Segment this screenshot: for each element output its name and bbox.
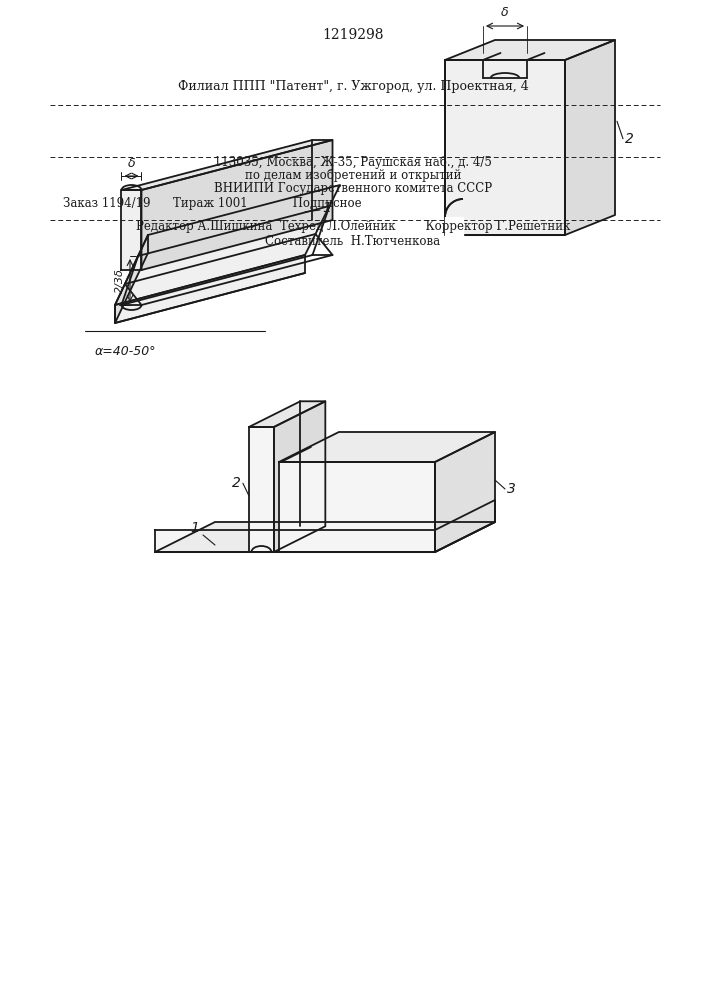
Polygon shape (445, 217, 463, 237)
Text: ВНИИПИ Государственного комитета СССР: ВНИИПИ Государственного комитета СССР (214, 182, 492, 195)
Text: Филиал ППП "Патент", г. Ужгород, ул. Проектная, 4: Филиал ППП "Патент", г. Ужгород, ул. Про… (177, 80, 528, 93)
Polygon shape (445, 40, 615, 60)
Text: Заказ 1194/19      Тираж 1001            Подписное: Заказ 1194/19 Тираж 1001 Подписное (63, 197, 361, 210)
Text: 113035, Москва, Ж-35, Раушская наб., д. 4/5: 113035, Москва, Ж-35, Раушская наб., д. … (214, 155, 492, 169)
Polygon shape (445, 60, 565, 235)
Polygon shape (115, 255, 305, 323)
Polygon shape (435, 500, 495, 552)
Text: по делам изобретений и открытий: по делам изобретений и открытий (245, 168, 461, 182)
Text: 2/3δ: 2/3δ (115, 268, 125, 293)
Text: Редактор А.Шишкина  Техред Л.Олейник        Корректор Г.Решетник: Редактор А.Шишкина Техред Л.Олейник Корр… (136, 220, 570, 233)
Polygon shape (274, 401, 325, 552)
Text: 2: 2 (625, 132, 634, 146)
Polygon shape (445, 60, 565, 235)
Text: 1219298: 1219298 (322, 28, 384, 42)
Polygon shape (565, 40, 615, 235)
Polygon shape (122, 140, 332, 190)
Text: 1: 1 (322, 201, 331, 215)
Text: α=40-50°: α=40-50° (95, 345, 156, 358)
Text: 2: 2 (232, 476, 241, 490)
Polygon shape (279, 432, 495, 462)
Polygon shape (155, 530, 435, 552)
Text: δ: δ (128, 157, 135, 170)
Text: 3: 3 (507, 482, 516, 496)
Text: Составитель  Н.Тютченкова: Составитель Н.Тютченкова (265, 235, 440, 248)
Polygon shape (122, 190, 141, 270)
Text: δ: δ (501, 6, 509, 19)
Polygon shape (279, 462, 435, 552)
Polygon shape (249, 401, 325, 427)
Text: 1: 1 (191, 521, 199, 535)
Polygon shape (141, 140, 332, 270)
Polygon shape (155, 522, 495, 552)
Polygon shape (115, 185, 340, 305)
Polygon shape (249, 427, 274, 552)
Polygon shape (115, 235, 148, 323)
Polygon shape (435, 432, 495, 552)
